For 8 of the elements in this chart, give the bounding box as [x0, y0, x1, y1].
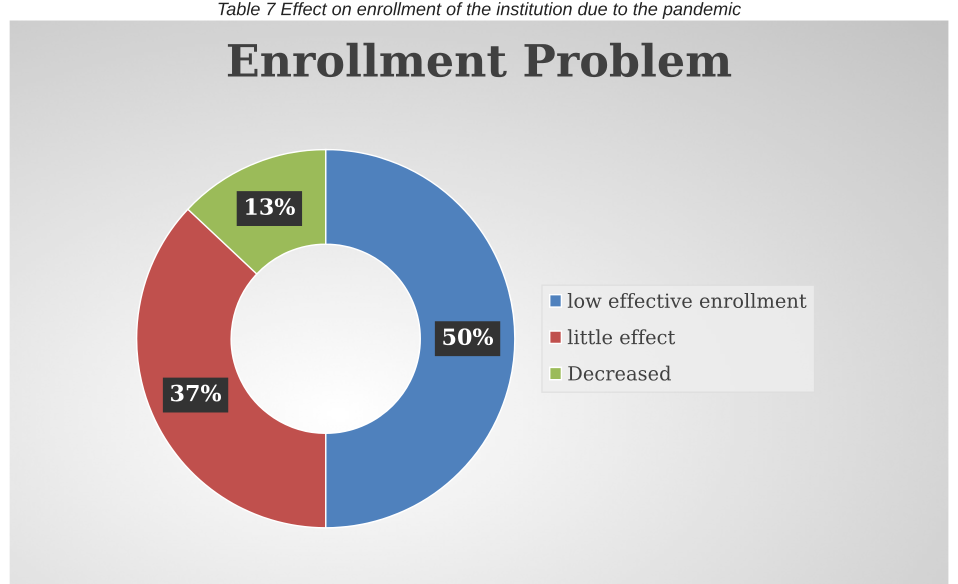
chart-title: Enrollment Problem	[228, 42, 732, 78]
legend-label: low effective enrollment	[568, 292, 807, 308]
legend-label: little effect	[568, 329, 676, 344]
data-label: 13%	[246, 198, 295, 216]
caption: Table 7 Effect on enrollment of the institution due to the pandemic	[218, 2, 741, 19]
legend-label: Decreased	[568, 366, 671, 381]
data-label: 37%	[171, 384, 222, 402]
data-label: 50%	[443, 328, 494, 346]
